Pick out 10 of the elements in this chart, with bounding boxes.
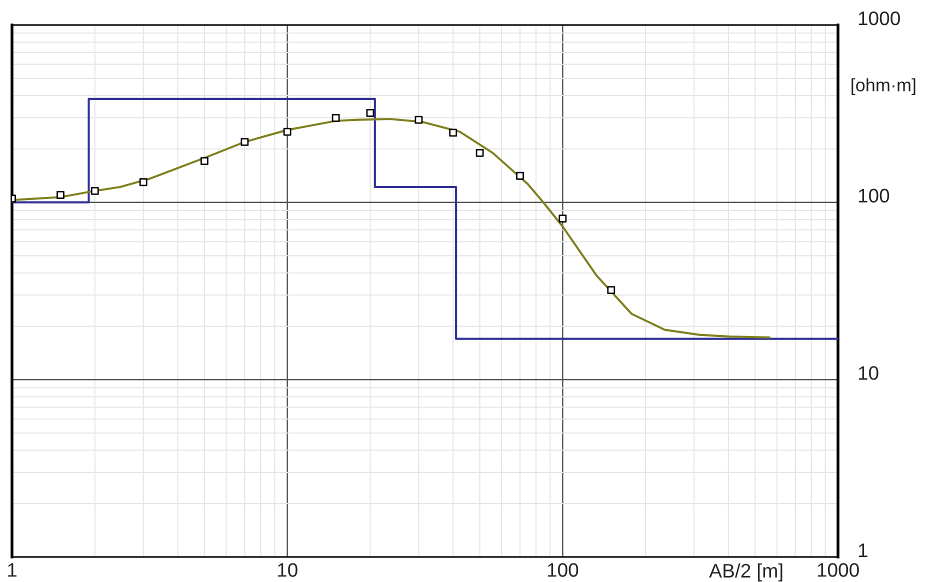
x-axis-title: AB/2 [m] bbox=[709, 563, 782, 582]
x-tick-label: 10 bbox=[278, 563, 298, 577]
y-tick-label: 1 bbox=[858, 544, 868, 558]
y-axis-title: [ohm·m] bbox=[852, 78, 916, 96]
y-tick-label: 10 bbox=[858, 366, 878, 380]
x-tick-label: 100 bbox=[548, 563, 578, 577]
y-tick-label: 100 bbox=[858, 188, 890, 203]
x-tick-label: 1 bbox=[8, 563, 16, 577]
y-tick-label: 1000 bbox=[858, 11, 900, 26]
x-tick-label: 1000 bbox=[818, 563, 859, 577]
